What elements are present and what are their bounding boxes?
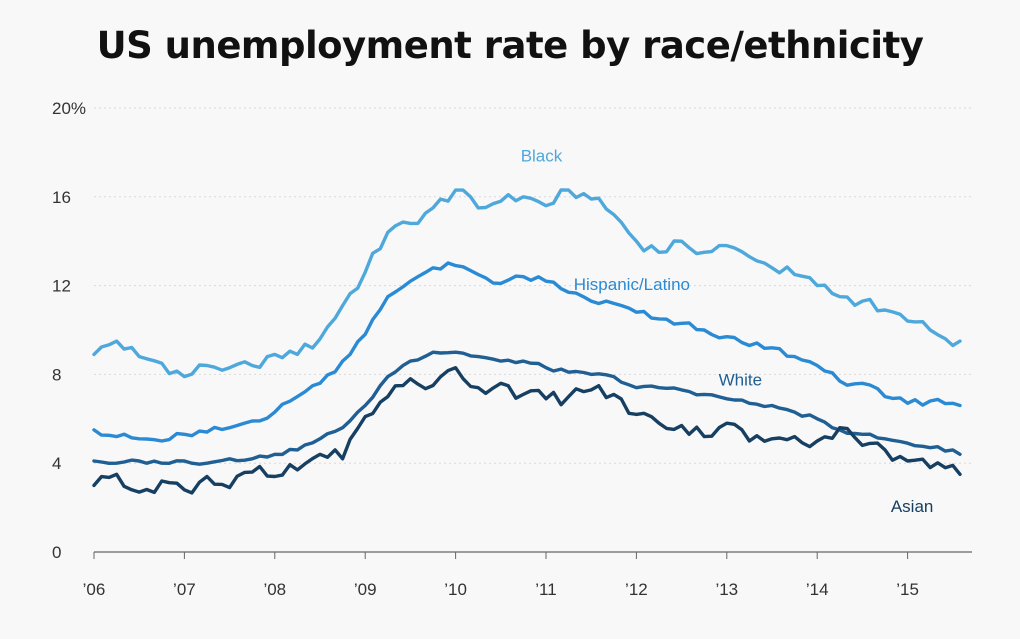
x-tick-label: ’12 [625,580,648,599]
chart-title: US unemployment rate by race/ethnicity [96,24,924,67]
x-tick-label: ’09 [354,580,377,599]
x-axis: ’06 ’07 ’08 ’09 ’10 ’11 ’12 ’13 ’14 ’15 [83,552,919,599]
y-tick-label: 4 [52,454,61,473]
series-line-black [92,188,962,379]
y-axis-ticks: 0 4 8 12 16 20% [52,99,86,562]
y-tick-label: 8 [52,365,61,384]
x-tick-label: ’06 [83,580,106,599]
x-tick-label: ’13 [715,580,738,599]
y-tick-label: 20% [52,99,86,118]
x-tick-label: ’07 [173,580,196,599]
series-label: Hispanic/Latino [574,275,690,294]
series-lines [92,188,962,495]
series-line-hispanic-latino [92,261,962,443]
series-line-white [92,350,962,466]
x-tick-label: ’10 [444,580,467,599]
series-label: Asian [891,497,934,516]
x-tick-label: ’11 [535,580,556,599]
series-labels: Black Hispanic/Latino White Asian [521,146,934,516]
y-tick-label: 0 [52,543,61,562]
series-line-asian [92,366,962,495]
y-tick-label: 16 [52,188,71,207]
y-tick-label: 12 [52,277,71,296]
series-label: White [719,371,762,390]
x-tick-label: ’14 [806,580,829,599]
series-label: Black [521,146,563,165]
x-tick-label: ’15 [896,580,919,599]
x-tick-label: ’08 [263,580,286,599]
